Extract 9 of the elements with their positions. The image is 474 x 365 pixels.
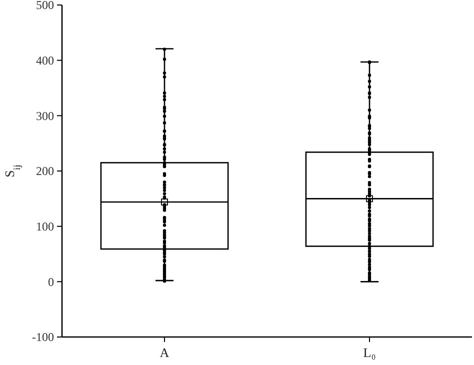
x-tick-label: A <box>160 345 170 360</box>
y-tick-label: 200 <box>36 164 54 178</box>
y-tick-label: 100 <box>36 220 54 234</box>
x-tick-label: L₀ <box>363 345 376 360</box>
y-tick-label: 400 <box>36 54 54 68</box>
y-tick-label: 300 <box>36 108 54 123</box>
y-tick-label: 0 <box>48 274 54 289</box>
y-tick-label: -100 <box>32 330 54 344</box>
y-tick-label: 500 <box>36 0 54 12</box>
